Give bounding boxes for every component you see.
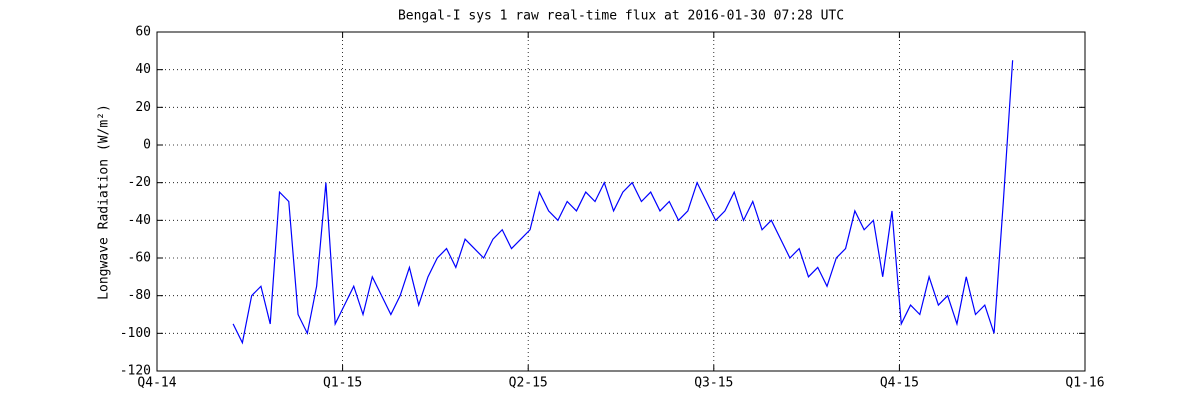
x-tick-label: Q4-15 bbox=[880, 376, 919, 391]
y-tick-label: 0 bbox=[143, 138, 151, 153]
data-line bbox=[232, 60, 1014, 345]
y-axis-label: Longwave Radiation (W/m²) bbox=[97, 104, 112, 300]
y-tick-label: -100 bbox=[120, 326, 151, 341]
x-tick-label: Q3-15 bbox=[694, 376, 733, 391]
y-tick-label: 20 bbox=[135, 100, 151, 115]
chart-title: Bengal-I sys 1 raw real-time flux at 201… bbox=[398, 9, 844, 24]
y-tick-label: 60 bbox=[135, 25, 151, 40]
plot-frame bbox=[156, 31, 1086, 372]
y-tick-label: 40 bbox=[135, 62, 151, 77]
y-tick-label: -80 bbox=[128, 288, 151, 303]
x-tick-label: Q2-15 bbox=[509, 376, 548, 391]
y-tick-label: -60 bbox=[128, 251, 151, 266]
x-tick-label: Q4-14 bbox=[137, 376, 176, 391]
y-tick-label: -120 bbox=[120, 364, 151, 379]
y-tick-label: -40 bbox=[128, 213, 151, 228]
x-tick-label: Q1-15 bbox=[323, 376, 362, 391]
x-tick-label: Q1-16 bbox=[1065, 376, 1104, 391]
y-tick-label: -20 bbox=[128, 175, 151, 190]
